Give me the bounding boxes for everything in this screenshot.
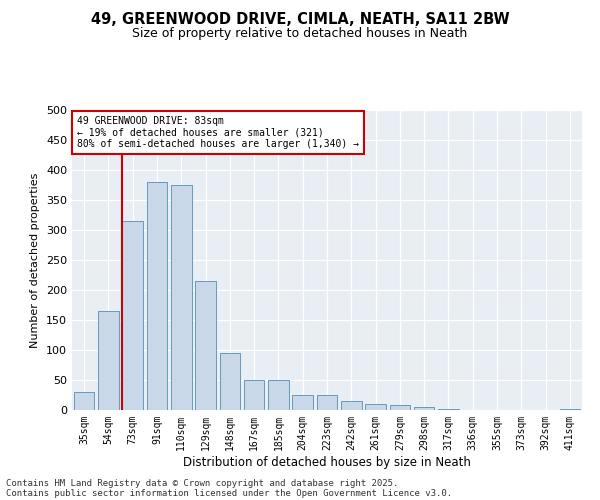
Bar [365, 404, 386, 410]
Text: Contains public sector information licensed under the Open Government Licence v3: Contains public sector information licen… [6, 488, 452, 498]
Bar [438, 409, 459, 410]
Text: Contains HM Land Registry data © Crown copyright and database right 2025.: Contains HM Land Registry data © Crown c… [6, 478, 398, 488]
Y-axis label: Number of detached properties: Number of detached properties [31, 172, 40, 348]
Bar [341, 401, 362, 410]
Bar [220, 353, 240, 410]
Text: 49, GREENWOOD DRIVE, CIMLA, NEATH, SA11 2BW: 49, GREENWOOD DRIVE, CIMLA, NEATH, SA11 … [91, 12, 509, 28]
Bar [389, 405, 410, 410]
Bar [292, 395, 313, 410]
Bar [195, 281, 216, 410]
Text: 49 GREENWOOD DRIVE: 83sqm
← 19% of detached houses are smaller (321)
80% of semi: 49 GREENWOOD DRIVE: 83sqm ← 19% of detac… [77, 116, 359, 149]
Bar [74, 392, 94, 410]
Bar [414, 407, 434, 410]
Bar [317, 395, 337, 410]
Bar [171, 185, 191, 410]
X-axis label: Distribution of detached houses by size in Neath: Distribution of detached houses by size … [183, 456, 471, 468]
Bar [122, 221, 143, 410]
Bar [244, 380, 265, 410]
Text: Size of property relative to detached houses in Neath: Size of property relative to detached ho… [133, 28, 467, 40]
Bar [268, 380, 289, 410]
Bar [98, 311, 119, 410]
Bar [146, 182, 167, 410]
